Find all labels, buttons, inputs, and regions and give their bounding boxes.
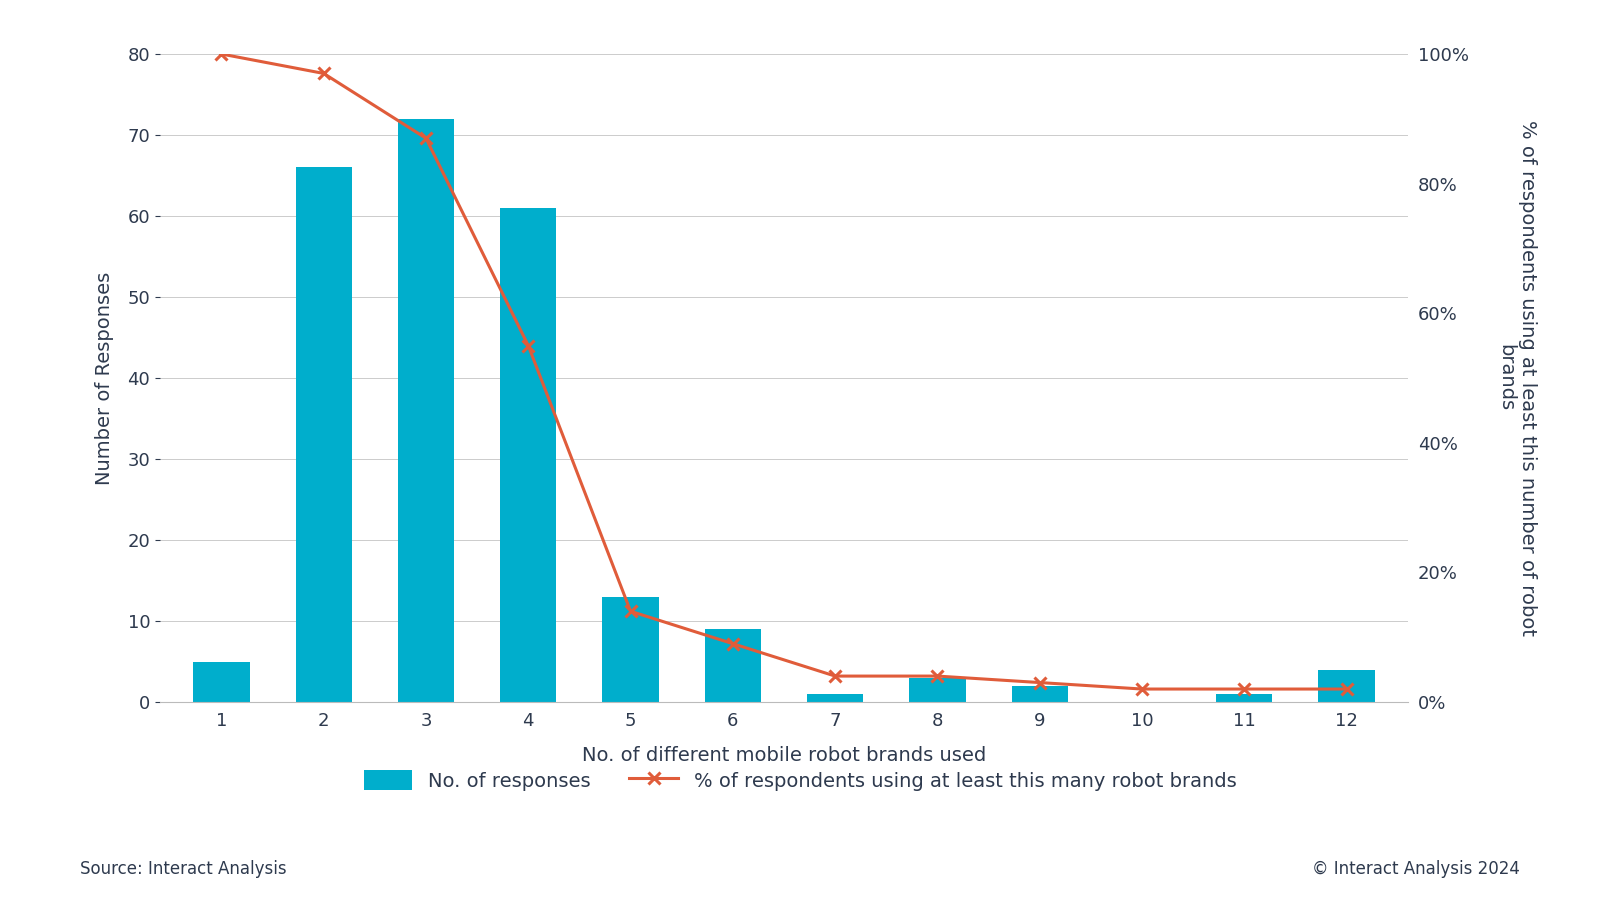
Bar	[806, 694, 864, 702]
X-axis label: No. of different mobile robot brands used: No. of different mobile robot brands use…	[582, 746, 986, 765]
Bar	[194, 662, 250, 702]
Bar	[296, 167, 352, 702]
Text: © Interact Analysis 2024: © Interact Analysis 2024	[1312, 860, 1520, 878]
Bar	[603, 597, 659, 702]
Bar	[1216, 694, 1272, 702]
Bar	[398, 119, 454, 702]
Y-axis label: Number of Responses: Number of Responses	[94, 272, 114, 484]
Bar	[1318, 670, 1374, 702]
Text: Source: Interact Analysis: Source: Interact Analysis	[80, 860, 286, 878]
Y-axis label: % of respondents using at least this number of robot
brands: % of respondents using at least this num…	[1496, 120, 1538, 636]
Bar	[704, 629, 762, 702]
Bar	[501, 208, 557, 702]
Bar	[909, 678, 965, 702]
Bar	[1011, 686, 1067, 702]
Legend: No. of responses, % of respondents using at least this many robot brands: No. of responses, % of respondents using…	[354, 760, 1246, 800]
